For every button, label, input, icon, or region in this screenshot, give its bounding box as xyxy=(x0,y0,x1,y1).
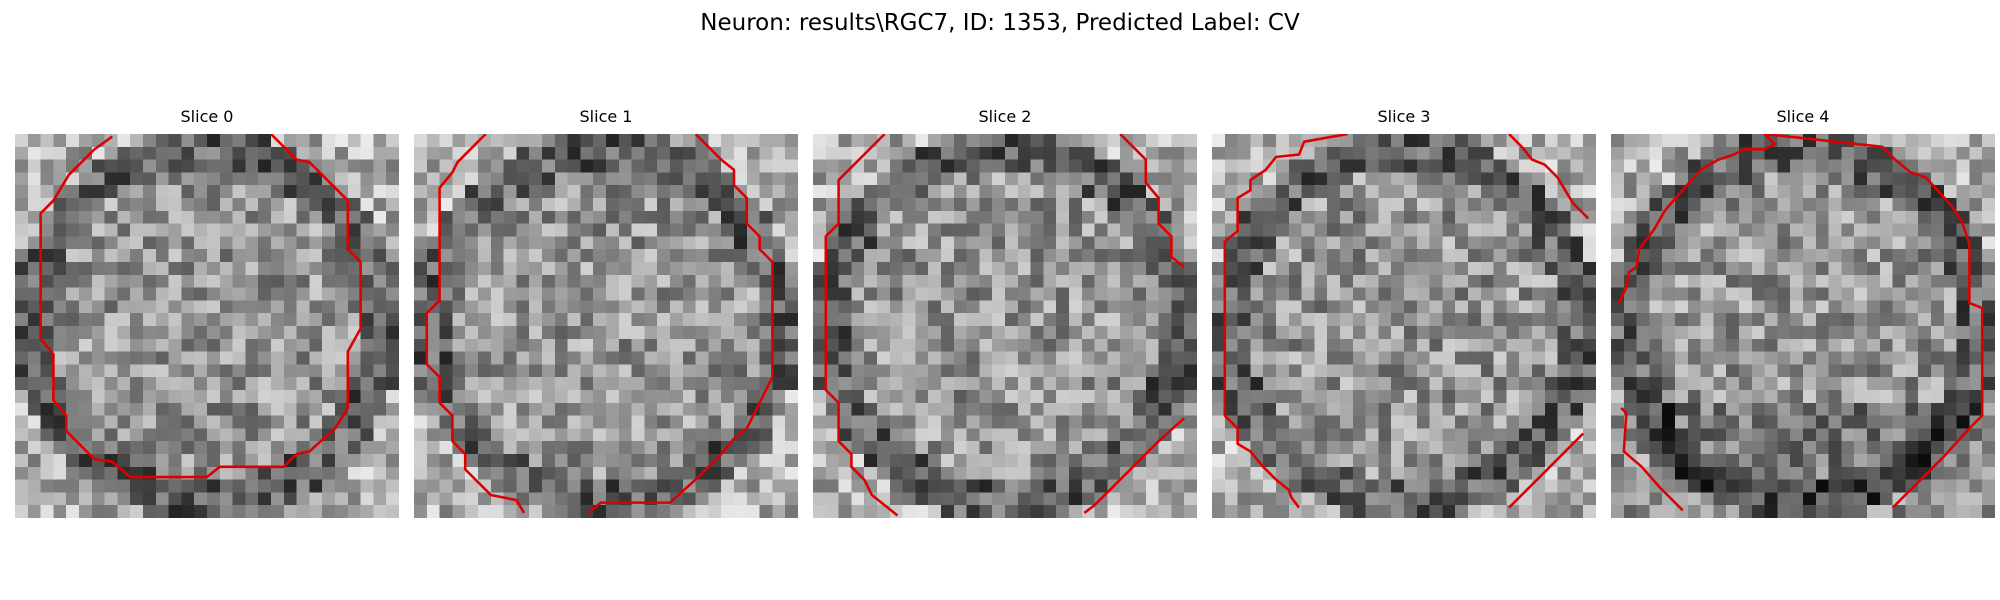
contour-line xyxy=(1620,407,1684,512)
slice-image xyxy=(1212,134,1596,518)
slice-panel-4: Slice 4 xyxy=(1611,106,1995,524)
slice-panel-3: Slice 3 xyxy=(1212,106,1596,524)
slice-panel-2: Slice 2 xyxy=(813,106,1197,524)
contour-line xyxy=(1508,134,1590,220)
slice-panel-0: Slice 0 xyxy=(15,106,399,524)
slice-title: Slice 4 xyxy=(1776,107,1830,126)
contour-line xyxy=(1223,134,1348,509)
pixel-texture xyxy=(414,134,798,518)
contour-line xyxy=(1083,417,1186,514)
slice-image xyxy=(813,134,1197,518)
pixel-texture xyxy=(813,134,1197,518)
contour-line xyxy=(824,134,899,517)
pixel-texture xyxy=(1212,134,1596,518)
slice-title: Slice 1 xyxy=(579,107,633,126)
contour-line xyxy=(39,134,362,479)
contour-line xyxy=(1508,432,1585,509)
slice-title: Slice 0 xyxy=(180,107,234,126)
slice-image xyxy=(1611,134,1995,518)
contour-line xyxy=(587,134,774,514)
pixel-texture xyxy=(15,134,399,518)
slice-title: Slice 3 xyxy=(1377,107,1431,126)
slice-panel-1: Slice 1 xyxy=(414,106,798,524)
contour-line xyxy=(425,134,526,514)
slice-image xyxy=(15,134,399,518)
contour-line xyxy=(1617,134,1984,509)
slice-image xyxy=(414,134,798,518)
pixel-texture xyxy=(1611,134,1995,518)
figure-title: Neuron: results\RGC7, ID: 1353, Predicte… xyxy=(700,10,1300,36)
contour-line xyxy=(1119,134,1185,269)
slice-title: Slice 2 xyxy=(978,107,1032,126)
